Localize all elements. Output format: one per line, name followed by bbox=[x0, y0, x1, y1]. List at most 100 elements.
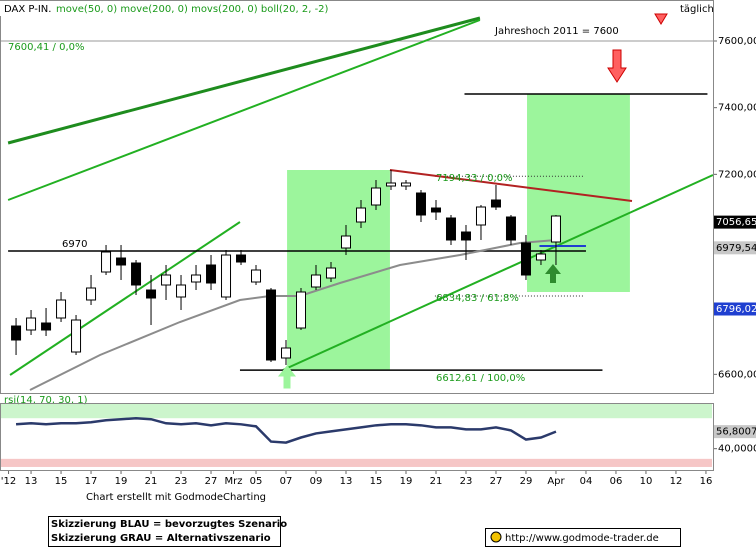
annotation: 7600,41 / 0,0% bbox=[8, 42, 84, 53]
x-tick-label: 19 bbox=[115, 476, 128, 487]
x-tick-label: 10 bbox=[640, 476, 653, 487]
x-tick-label: 21 bbox=[145, 476, 158, 487]
price-tag-label: 6979,54 bbox=[716, 243, 756, 254]
series-label: rsi(14, 70, 30, 1) bbox=[4, 395, 88, 406]
candle-body bbox=[56, 299, 67, 319]
plots: Jahreshoch 2011 = 7600 7600,41 / 0,0% 7194… bbox=[0, 16, 756, 487]
candle-body bbox=[505, 216, 516, 241]
annotation: 7194,33 / 0,0% bbox=[436, 173, 512, 184]
candle-body bbox=[415, 192, 426, 216]
candle-body bbox=[460, 231, 471, 241]
candle-body bbox=[400, 182, 411, 187]
x-tick-label: 07 bbox=[280, 476, 293, 487]
candle-body bbox=[236, 254, 247, 263]
period: täglich bbox=[680, 4, 714, 15]
x-tick-label: 27 bbox=[205, 476, 218, 487]
legend-line: Skizzierung BLAU = bevorzugtes Szenario bbox=[51, 519, 287, 530]
candle-body bbox=[311, 274, 322, 288]
candle-body bbox=[221, 254, 232, 298]
price-tag-label: 7056,65 bbox=[716, 217, 756, 228]
candle-body bbox=[266, 289, 277, 361]
candle-body bbox=[161, 274, 172, 286]
candle-body bbox=[206, 264, 217, 284]
y-tick-label: 7400,00 bbox=[718, 103, 756, 114]
annotation: 6970 bbox=[62, 239, 87, 250]
candle-body bbox=[146, 289, 157, 299]
trend-line bbox=[389, 169, 633, 202]
candle-body bbox=[326, 267, 337, 279]
price-tag-label: 6796,02 bbox=[716, 304, 756, 315]
x-tick-label: 15 bbox=[55, 476, 68, 487]
candle-body bbox=[26, 317, 37, 331]
candle-body bbox=[370, 187, 381, 206]
candle-body bbox=[385, 182, 396, 187]
url-box bbox=[485, 528, 681, 547]
price-tag bbox=[714, 215, 756, 229]
annotation: 6612,61 / 100,0% bbox=[436, 373, 525, 384]
arrow-down bbox=[654, 13, 668, 25]
candle-body bbox=[430, 207, 441, 213]
arrow-up bbox=[545, 264, 561, 283]
candle-body bbox=[281, 347, 292, 359]
x-tick-label: 27 bbox=[490, 476, 503, 487]
x-tick-label: 15 bbox=[370, 476, 383, 487]
candle-body bbox=[176, 284, 187, 298]
candle-body bbox=[550, 215, 561, 243]
indicators: move(50, 0) move(200, 0) movs(200, 0) bo… bbox=[56, 4, 329, 15]
candle-body bbox=[71, 319, 82, 353]
credit: Chart erstellt mit GodmodeCharting bbox=[86, 492, 266, 503]
candle-body bbox=[101, 251, 112, 273]
candle-body bbox=[251, 269, 262, 283]
scenario-zone bbox=[527, 94, 630, 292]
legend-box bbox=[48, 516, 281, 547]
x-tick-label: 09 bbox=[310, 476, 323, 487]
y-tick-label: 7600,00 bbox=[718, 36, 756, 47]
x-tick-label: 29 bbox=[520, 476, 533, 487]
candle-body bbox=[296, 291, 307, 329]
arrow-up bbox=[277, 365, 297, 389]
rsi-band bbox=[1, 404, 712, 419]
legend-line: Skizzierung GRAU = Alternativszenario bbox=[51, 533, 271, 544]
url[interactable]: http://www.godmode-trader.de bbox=[505, 533, 659, 544]
price-tag bbox=[714, 302, 756, 316]
y-tick-label: 40,0000 bbox=[718, 444, 756, 455]
trend-line bbox=[9, 221, 241, 376]
price-tag bbox=[714, 425, 756, 439]
y-tick-label: 7200,00 bbox=[718, 169, 756, 180]
x-tick-label: 06 bbox=[610, 476, 623, 487]
annotation: Jahreshoch 2011 = 7600 bbox=[494, 26, 619, 37]
x-tick-label: 05 bbox=[250, 476, 263, 487]
y-tick-label: 6600,00 bbox=[718, 369, 756, 380]
x-tick-label: 04 bbox=[580, 476, 593, 487]
rsi-band bbox=[1, 458, 712, 467]
candle-body bbox=[475, 206, 486, 226]
rsi-frame bbox=[0, 403, 714, 471]
x-tick-label: Mrz bbox=[225, 476, 243, 487]
header-bg bbox=[0, 1, 400, 16]
candle-body bbox=[535, 253, 546, 261]
candle-body bbox=[11, 325, 22, 341]
price-tag-label: 56,8007 bbox=[716, 427, 756, 438]
candle-body bbox=[116, 257, 127, 266]
symbol: DAX P-IN. bbox=[4, 4, 51, 15]
x-tick-label: 17 bbox=[85, 476, 98, 487]
arrow-down bbox=[607, 49, 627, 83]
candle-body bbox=[191, 274, 202, 283]
candle-body bbox=[490, 199, 501, 208]
candle-body bbox=[341, 235, 352, 249]
x-tick-label: 16 bbox=[700, 476, 713, 487]
price-tag bbox=[714, 241, 756, 255]
candle-body bbox=[445, 217, 456, 241]
candle-body bbox=[41, 322, 52, 331]
x-tick-label: 13 bbox=[340, 476, 353, 487]
annotation: 6834,83 / 61,8% bbox=[436, 293, 519, 304]
rsi-line bbox=[15, 416, 557, 444]
candle-body bbox=[520, 242, 531, 276]
candle-body bbox=[355, 207, 366, 223]
icon bbox=[490, 531, 502, 543]
candle-body bbox=[86, 287, 97, 301]
price-frame bbox=[0, 0, 714, 394]
x-tick-label: Apr bbox=[547, 476, 565, 487]
trend-line bbox=[7, 16, 481, 145]
